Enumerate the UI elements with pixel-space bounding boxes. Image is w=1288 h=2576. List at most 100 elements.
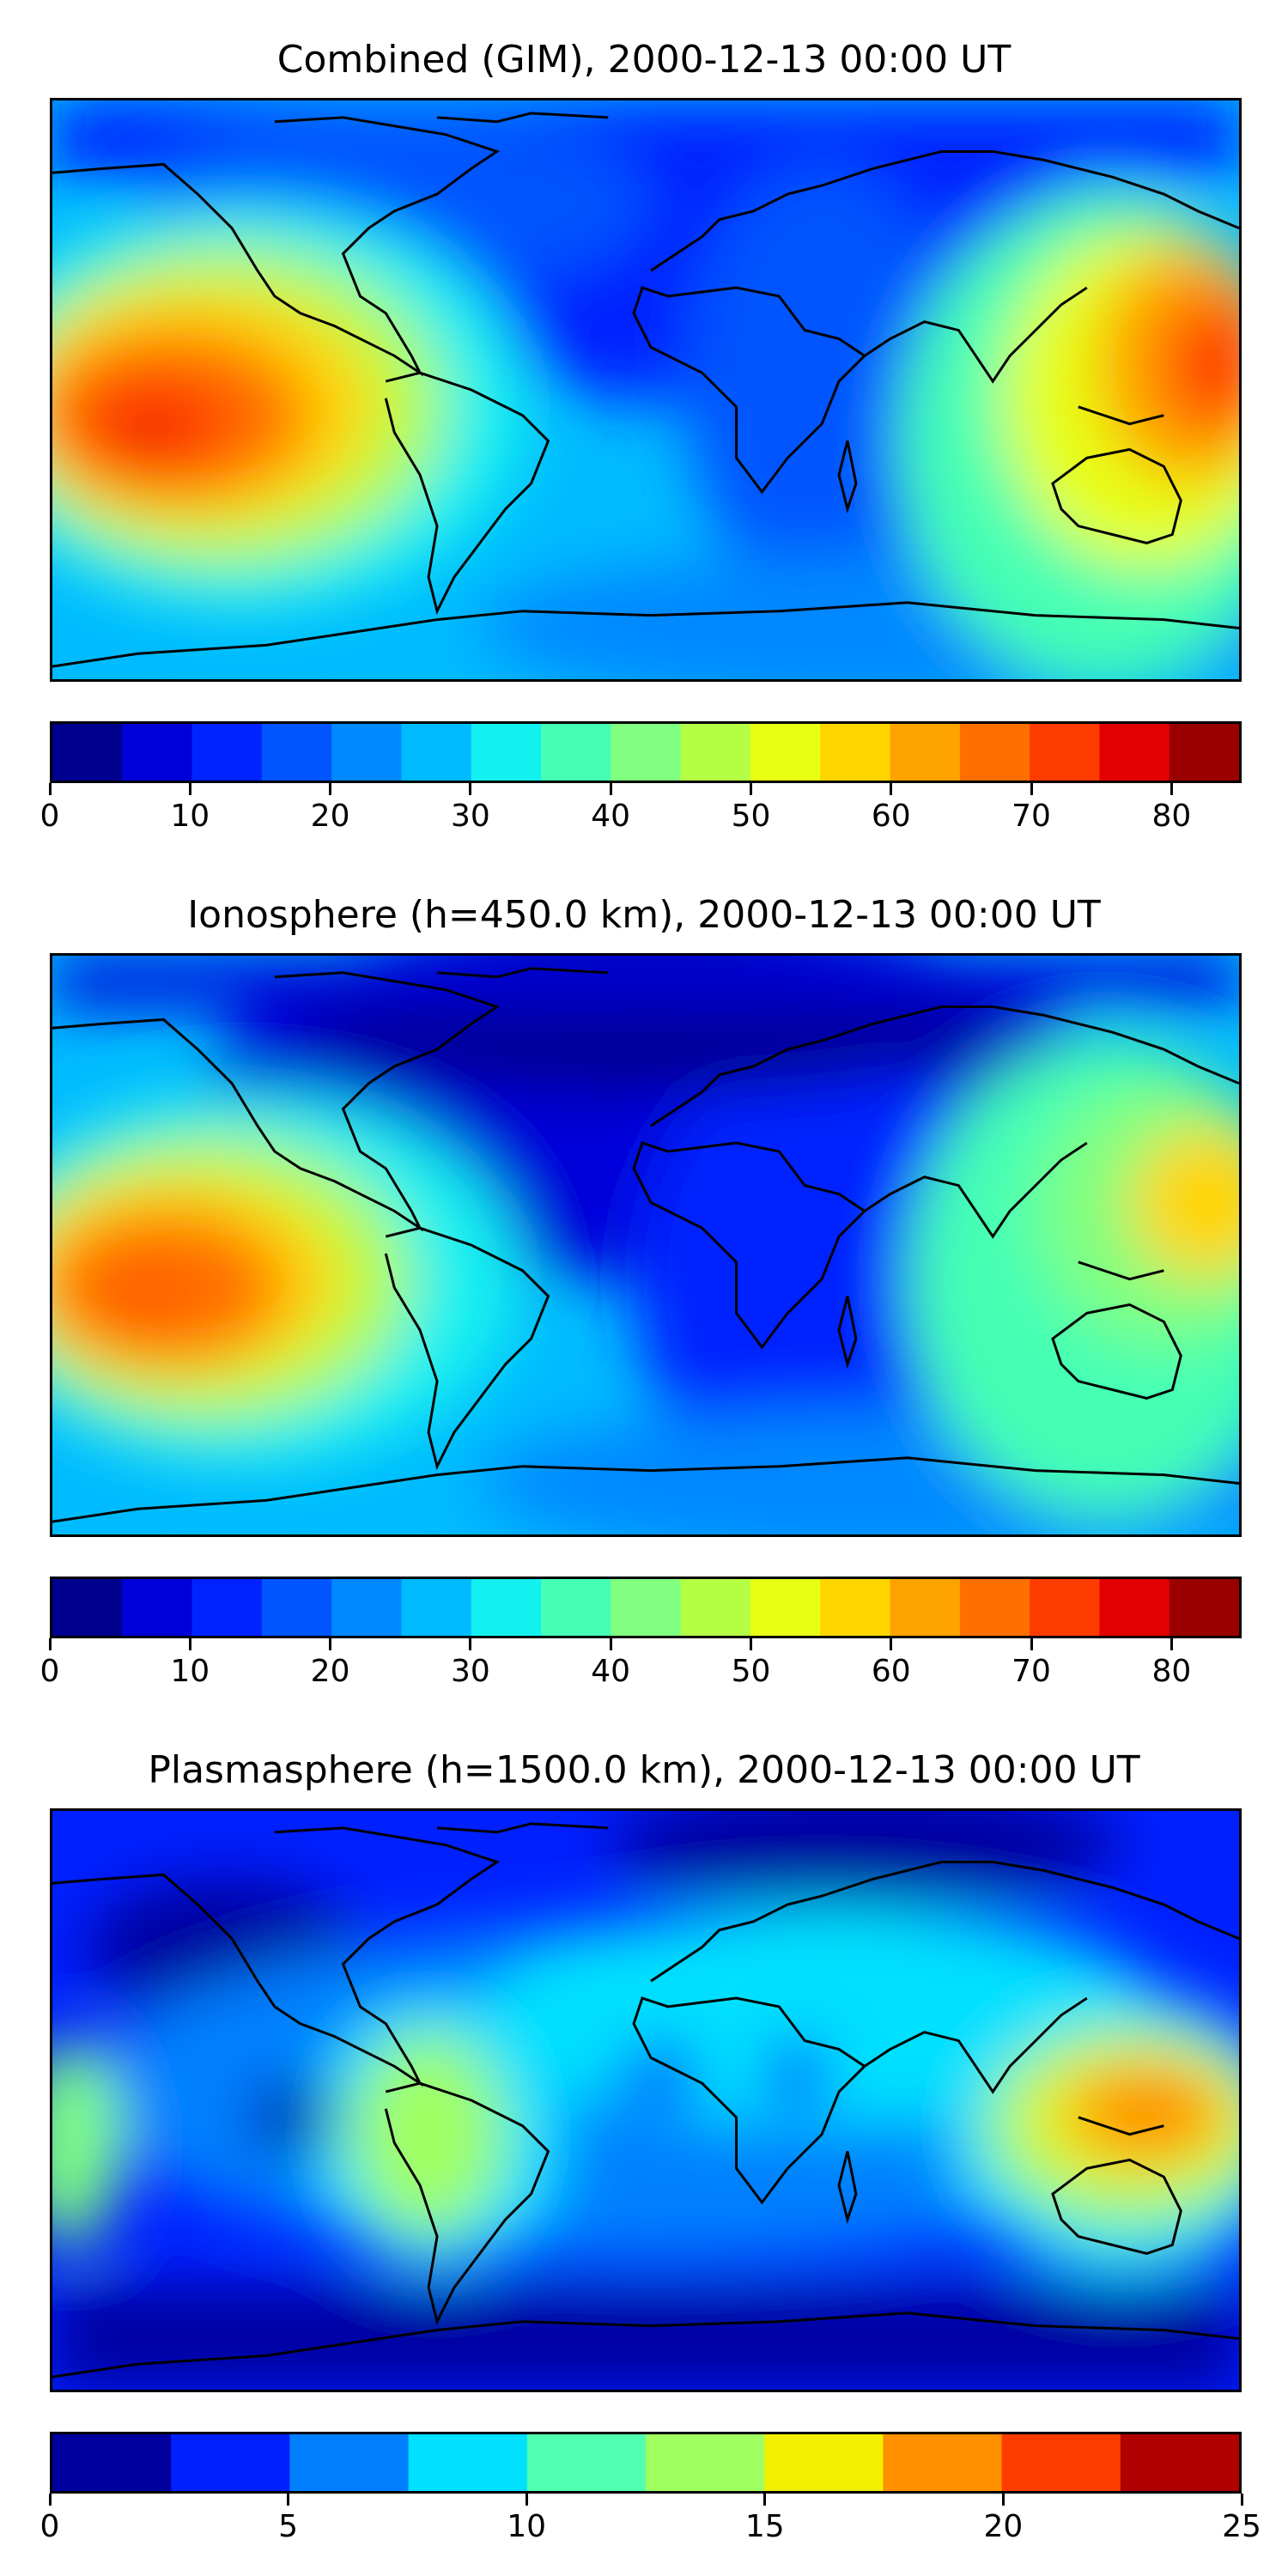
colorbar-segment <box>261 724 332 781</box>
colorbar-segment <box>959 1579 1030 1636</box>
colorbar-tick-mark <box>188 1638 191 1650</box>
colorbar-tick-label: 20 <box>983 2509 1024 2544</box>
colorbar-segment <box>52 724 123 781</box>
colorbar-segment <box>646 2434 765 2491</box>
colorbar-tick-label: 10 <box>170 1654 210 1689</box>
colorbar-tick-label: 20 <box>310 799 350 834</box>
colorbar-tick-mark <box>48 783 52 795</box>
colorbar-tick-mark <box>48 2494 52 2506</box>
colorbar-segment <box>890 724 961 781</box>
colorbar-segment <box>52 1579 123 1636</box>
colorbar-segment <box>122 724 193 781</box>
colorbar-segment <box>191 724 263 781</box>
colorbar-tick-label: 30 <box>450 1654 490 1689</box>
colorbar-segment <box>680 724 751 781</box>
colorbar-tick-mark <box>48 1638 52 1650</box>
panel-1-colorbar-ticks: 0 10 20 30 40 50 60 70 80 <box>40 783 1242 835</box>
colorbar-tick-mark <box>1030 783 1033 795</box>
colorbar-segment <box>261 1579 332 1636</box>
colorbar-tick-label: 0 <box>39 2509 60 2544</box>
colorbar-segment <box>1099 724 1170 781</box>
colorbar-tick-label: 25 <box>1222 2509 1261 2544</box>
colorbar-tick-label: 10 <box>170 799 210 834</box>
colorbar-segment <box>611 724 682 781</box>
colorbar-segment <box>680 1579 751 1636</box>
colorbar-tick-label: 60 <box>871 1654 911 1689</box>
colorbar-segment <box>289 2434 410 2491</box>
colorbar-tick-mark <box>525 2494 528 2506</box>
colorbar-segment <box>541 724 612 781</box>
colorbar-segment <box>890 1579 961 1636</box>
colorbar-segment <box>1099 1579 1170 1636</box>
colorbar-segment <box>471 1579 542 1636</box>
colorbar-tick-label: 50 <box>731 1654 771 1689</box>
colorbar-tick-mark <box>469 1638 472 1650</box>
colorbar-tick-label: 80 <box>1151 799 1192 834</box>
colorbar-tick-mark <box>287 2494 290 2506</box>
colorbar-segment <box>331 724 403 781</box>
colorbar-tick-label: 15 <box>744 2509 785 2544</box>
colorbar-tick-mark <box>1240 2494 1243 2506</box>
colorbar-segment <box>541 1579 612 1636</box>
colorbar-segment <box>171 2434 291 2491</box>
colorbar-tick-mark <box>749 1638 752 1650</box>
colorbar-tick-label: 40 <box>591 1654 631 1689</box>
colorbar-segment <box>1030 724 1101 781</box>
panel-3-map <box>50 1808 1242 2392</box>
colorbar-tick-label: 80 <box>1151 1654 1192 1689</box>
panel-2-map <box>50 953 1242 1537</box>
colorbar-tick-mark <box>1170 1638 1173 1650</box>
colorbar-segment <box>883 2434 1003 2491</box>
colorbar-tick-mark <box>329 783 332 795</box>
colorbar-tick-label: 0 <box>39 799 60 834</box>
colorbar-tick-mark <box>469 783 472 795</box>
panel-2-colorbar <box>50 1577 1242 1638</box>
colorbar-segment <box>750 724 821 781</box>
colorbar-tick-label: 10 <box>507 2509 547 2544</box>
colorbar-tick-mark <box>609 1638 612 1650</box>
colorbar-segment <box>331 1579 403 1636</box>
colorbar-segment <box>122 1579 193 1636</box>
panel-1-colorbar <box>50 721 1242 783</box>
colorbar-tick-label: 40 <box>591 799 631 834</box>
colorbar-tick-label: 50 <box>731 799 771 834</box>
colorbar-segment <box>1169 1579 1239 1636</box>
colorbar-tick-mark <box>749 783 752 795</box>
colorbar-segment <box>401 1579 472 1636</box>
panel-3-title: Plasmasphere (h=1500.0 km), 2000-12-13 0… <box>148 1748 1140 1792</box>
colorbar-tick-label: 20 <box>310 1654 350 1689</box>
panel-3-colorbar <box>50 2432 1242 2494</box>
panel-2-title: Ionosphere (h=450.0 km), 2000-12-13 00:0… <box>187 893 1101 937</box>
colorbar-tick-mark <box>609 783 612 795</box>
colorbar-tick-label: 70 <box>1012 1654 1051 1689</box>
panel-3-colorbar-ticks: 0 5 10 15 20 25 <box>40 2494 1261 2545</box>
colorbar-segment <box>1169 724 1239 781</box>
panel-1-title: Combined (GIM), 2000-12-13 00:00 UT <box>276 38 1012 82</box>
colorbar-segment <box>526 2434 647 2491</box>
colorbar-tick-mark <box>188 783 191 795</box>
colorbar-segment <box>1030 1579 1101 1636</box>
colorbar-segment <box>820 724 891 781</box>
colorbar-segment <box>611 1579 682 1636</box>
colorbar-tick-mark <box>1170 783 1173 795</box>
colorbar-segment <box>191 1579 263 1636</box>
colorbar-tick-label: 70 <box>1012 799 1051 834</box>
colorbar-tick-mark <box>763 2494 767 2506</box>
colorbar-segment <box>408 2434 528 2491</box>
colorbar-tick-mark <box>890 783 893 795</box>
colorbar-segment <box>401 724 472 781</box>
colorbar-segment <box>471 724 542 781</box>
colorbar-segment <box>52 2434 172 2491</box>
colorbar-tick-mark <box>329 1638 332 1650</box>
colorbar-tick-label: 30 <box>450 799 490 834</box>
colorbar-segment <box>1120 2434 1239 2491</box>
colorbar-segment <box>750 1579 821 1636</box>
colorbar-tick-mark <box>890 1638 893 1650</box>
panel-1-map <box>50 98 1242 682</box>
colorbar-tick-label: 5 <box>278 2509 299 2544</box>
panel-2-colorbar-ticks: 0 10 20 30 40 50 60 70 80 <box>40 1638 1242 1690</box>
colorbar-tick-label: 60 <box>871 799 911 834</box>
colorbar-segment <box>1001 2434 1121 2491</box>
colorbar-tick-mark <box>1001 2494 1005 2506</box>
colorbar-segment <box>959 724 1030 781</box>
